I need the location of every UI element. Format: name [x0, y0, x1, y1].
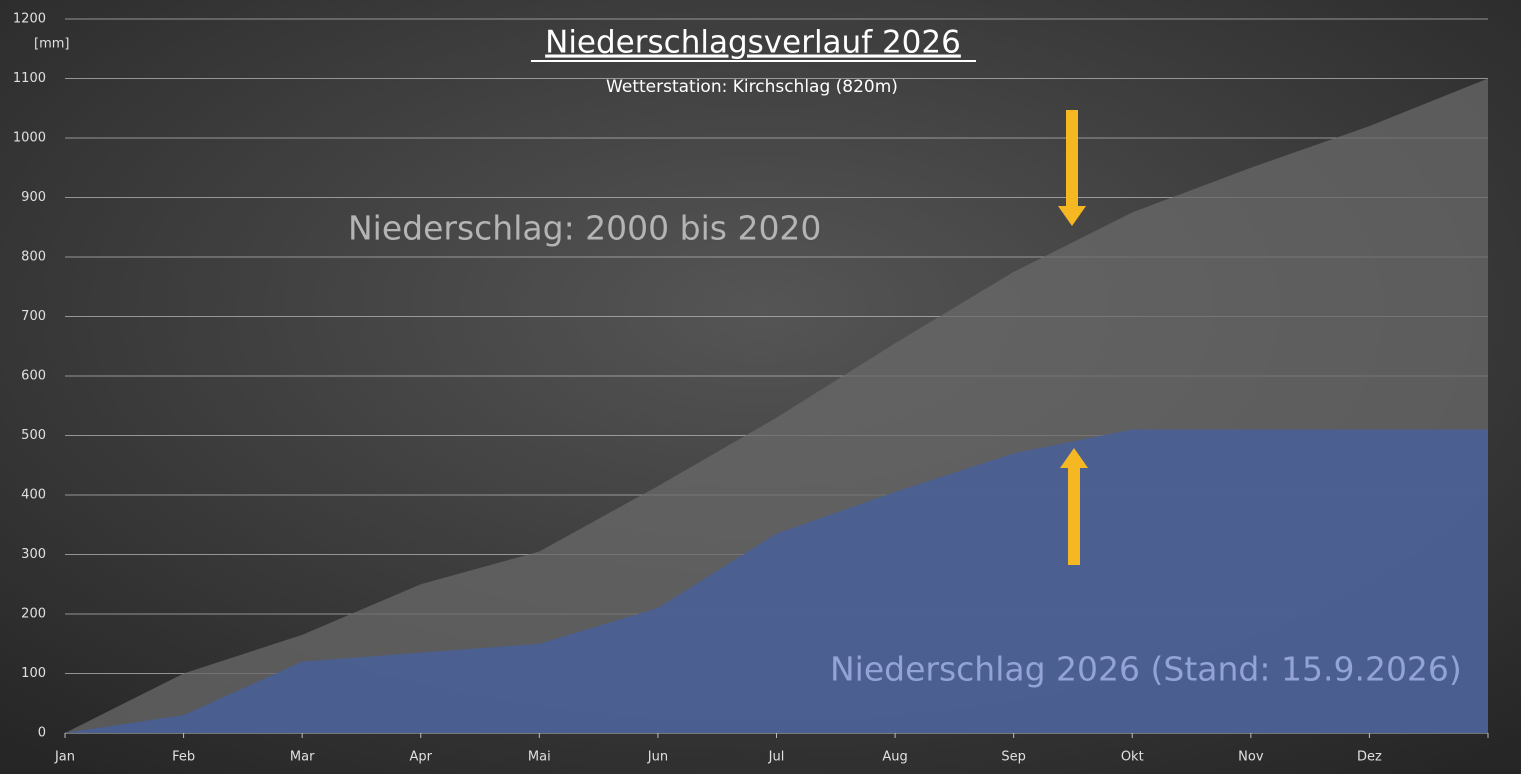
x-tick-label: Jan	[54, 750, 75, 765]
arrow-down	[1058, 110, 1086, 226]
x-tick-label: Aug	[882, 750, 907, 765]
y-tick-label: 700	[21, 309, 46, 324]
x-tick-label: Feb	[172, 750, 195, 765]
y-tick-label: 0	[38, 726, 46, 741]
y-tick-label: 600	[21, 369, 46, 384]
y-tick-label: 1100	[13, 71, 46, 86]
chart-title: Niederschlagsverlauf 2026	[545, 25, 961, 61]
labels: 0 100 200 300 400 500 600 700 800 900 1000 1100 1200…	[13, 12, 1462, 765]
y-tick-label: 1000	[13, 131, 46, 146]
x-tick-label: Apr	[410, 750, 433, 765]
x-tick-label: Mai	[528, 750, 551, 765]
y-tick-label: 900	[21, 190, 46, 205]
arrow-up	[1060, 448, 1088, 565]
y-axis-label: [mm]	[34, 37, 69, 52]
series-label: Niederschlag 2026 (Stand: 15.9.2026)	[830, 650, 1462, 689]
chart-subtitle: Wetterstation: Kirchschlag (820m)	[606, 77, 898, 97]
x-tick-label: Mar	[290, 750, 315, 765]
x-tick-label: Dez	[1357, 750, 1382, 765]
y-tick-label: 100	[21, 666, 46, 681]
x-tick-label: Nov	[1238, 750, 1264, 765]
x-tick-label: Jul	[768, 750, 785, 765]
y-tick-label: 500	[21, 428, 46, 443]
series-label: Niederschlag: 2000 bis 2020	[348, 209, 821, 248]
y-tick-label: 400	[21, 488, 46, 503]
x-tick-label: Jun	[647, 750, 668, 765]
y-tick-label: 200	[21, 607, 46, 622]
x-tick-label: Sep	[1001, 750, 1026, 765]
y-tick-label: 1200	[13, 12, 46, 27]
x-tick-label: Okt	[1121, 750, 1144, 765]
y-tick-label: 800	[21, 250, 46, 265]
areas	[65, 78, 1488, 733]
area	[65, 429, 1488, 733]
y-tick-label: 300	[21, 547, 46, 562]
